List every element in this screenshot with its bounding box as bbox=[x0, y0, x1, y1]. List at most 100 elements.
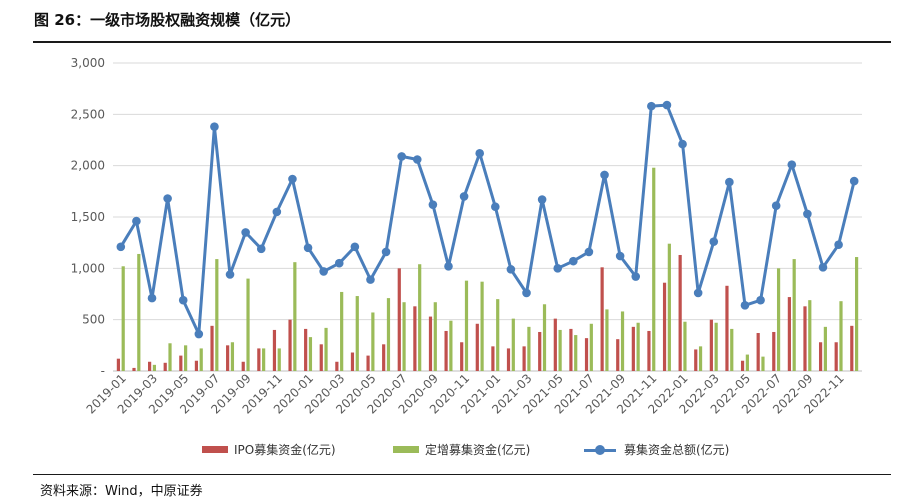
placement-bar bbox=[293, 262, 297, 371]
ipo-bar bbox=[288, 319, 292, 371]
ipo-bar bbox=[460, 342, 464, 371]
ipo-bar bbox=[772, 331, 776, 371]
placement-bar bbox=[698, 346, 703, 371]
total-line bbox=[119, 103, 856, 336]
ipo-bar bbox=[694, 349, 698, 371]
legend-swatch-ipo bbox=[202, 446, 228, 453]
y-tick-label: 1,000 bbox=[71, 261, 105, 275]
ipo-bar bbox=[818, 342, 823, 371]
placement-bar bbox=[418, 264, 422, 371]
placement-bar bbox=[449, 320, 453, 371]
placement-bar bbox=[605, 309, 609, 371]
total-point bbox=[818, 263, 828, 272]
placement-bar bbox=[480, 281, 484, 371]
total-point bbox=[132, 216, 141, 226]
placement-bar bbox=[340, 291, 344, 371]
placement-bar bbox=[745, 354, 749, 371]
bottom-rule bbox=[33, 474, 891, 475]
ipo-bar bbox=[803, 306, 807, 371]
placement-bar bbox=[589, 323, 593, 371]
ipo-bar bbox=[163, 362, 167, 371]
ipo-bar bbox=[678, 254, 682, 371]
placement-bar bbox=[184, 345, 188, 371]
ipo-bar bbox=[647, 330, 651, 371]
ipo-bar bbox=[226, 345, 230, 371]
legend-item-placement: 定增募集资金(亿元) bbox=[393, 441, 530, 458]
total-point bbox=[256, 244, 266, 254]
total-point bbox=[319, 267, 328, 276]
ipo-bar bbox=[241, 361, 245, 371]
ipo-bar bbox=[475, 323, 479, 371]
ipo-bar bbox=[116, 358, 121, 371]
y-tick-label: 2,500 bbox=[71, 107, 105, 121]
placement-bar bbox=[464, 280, 469, 371]
legend-label-ipo: IPO募集资金(亿元) bbox=[234, 443, 336, 457]
placement-bar bbox=[839, 301, 843, 371]
total-point bbox=[756, 295, 765, 305]
placement-bar bbox=[823, 326, 827, 371]
placement-bar bbox=[776, 268, 781, 371]
total-point bbox=[303, 243, 313, 253]
ipo-bar bbox=[600, 267, 604, 371]
placement-bar bbox=[168, 343, 172, 371]
placement-bar bbox=[199, 348, 203, 371]
total-point bbox=[771, 201, 781, 211]
ipo-bar bbox=[413, 306, 417, 371]
placement-bar bbox=[667, 243, 671, 371]
total-point bbox=[366, 275, 375, 284]
figure-title: 图 26：一级市场股权融资规模（亿元） bbox=[34, 11, 301, 29]
ipo-bar bbox=[319, 344, 323, 371]
placement-bar bbox=[542, 304, 547, 371]
source-note: 资料来源：Wind，中原证券 bbox=[40, 484, 203, 499]
ipo-bar bbox=[850, 325, 854, 371]
placement-bar bbox=[308, 337, 313, 371]
placement-bar bbox=[683, 321, 687, 371]
total-point bbox=[397, 152, 406, 161]
ipo-bar bbox=[631, 326, 635, 371]
y-tick-label: 1,500 bbox=[71, 210, 105, 224]
legend-label-placement: 定增募集资金(亿元) bbox=[425, 443, 531, 457]
total-point bbox=[241, 228, 250, 237]
placement-bar bbox=[230, 342, 235, 371]
total-point bbox=[194, 329, 204, 339]
total-point bbox=[412, 155, 422, 164]
total-point bbox=[272, 207, 282, 217]
total-point bbox=[147, 293, 157, 303]
ipo-bar bbox=[584, 338, 589, 371]
legend-swatch-total bbox=[584, 444, 616, 455]
total-point bbox=[491, 202, 500, 212]
ipo-bar bbox=[148, 361, 152, 371]
ipo-bar bbox=[553, 318, 557, 371]
ipo-bar bbox=[444, 330, 448, 371]
placement-bar bbox=[246, 278, 250, 371]
total-point bbox=[334, 258, 344, 268]
y-tick-label: - bbox=[101, 364, 105, 378]
placement-bar bbox=[386, 298, 391, 371]
total-point bbox=[553, 264, 563, 273]
ipo-bar bbox=[740, 360, 745, 371]
total-point bbox=[459, 192, 469, 201]
ipo-bar bbox=[506, 348, 511, 371]
total-point bbox=[725, 177, 734, 187]
placement-bar bbox=[636, 322, 640, 371]
ipo-bar bbox=[538, 331, 542, 371]
total-point bbox=[740, 300, 750, 310]
total-point bbox=[522, 288, 531, 298]
total-point bbox=[210, 122, 219, 131]
placement-bar bbox=[511, 318, 515, 371]
legend-label-total: 募集资金总额(亿元) bbox=[624, 443, 730, 457]
total-point bbox=[225, 270, 235, 279]
ipo-bar bbox=[787, 297, 791, 371]
placement-bar bbox=[620, 311, 625, 371]
placement-bar bbox=[527, 326, 531, 371]
ipo-bar bbox=[725, 285, 729, 371]
placement-bar bbox=[402, 302, 406, 371]
placement-bar bbox=[215, 259, 219, 371]
ipo-bar bbox=[335, 361, 339, 371]
total-point bbox=[678, 139, 687, 149]
total-point bbox=[475, 149, 484, 158]
legend-item-ipo: IPO募集资金(亿元) bbox=[202, 441, 336, 458]
ipo-bar bbox=[569, 328, 573, 371]
placement-bar bbox=[714, 322, 718, 371]
